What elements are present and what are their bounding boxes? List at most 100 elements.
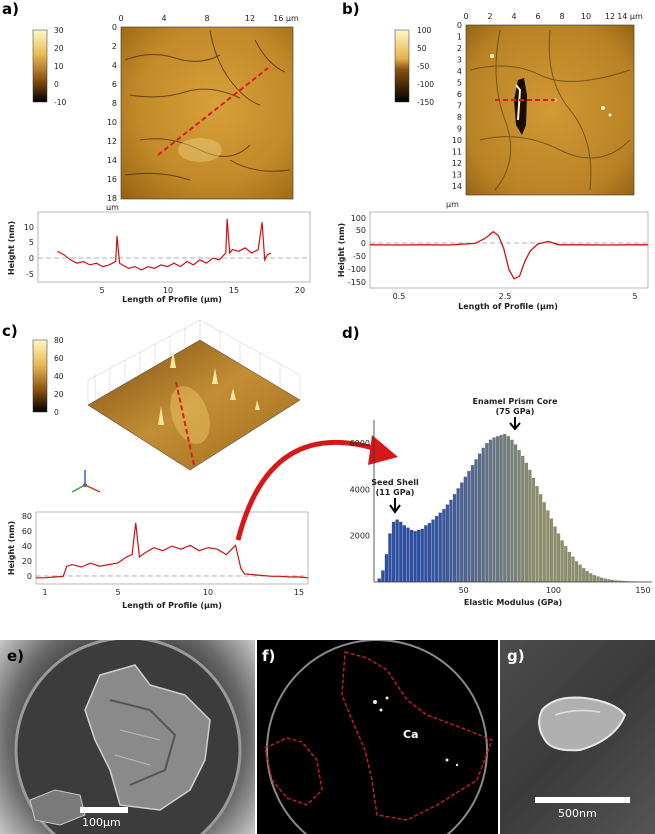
- histogram-bar: [560, 540, 564, 582]
- histogram-bar: [391, 521, 396, 582]
- sem-image-e: e) 100µm: [0, 640, 255, 834]
- histogram-bar: [460, 482, 464, 582]
- svg-text:50: 50: [417, 44, 427, 53]
- histogram-bar: [617, 580, 622, 582]
- histogram-bar: [424, 525, 428, 582]
- profile-b-xlabel: Length of Profile (µm): [458, 302, 558, 311]
- histogram-bar: [478, 453, 482, 582]
- profile-a-line: [57, 218, 272, 271]
- histogram-bar: [413, 531, 417, 582]
- profile-c-xticks: 1 5 10 15: [42, 588, 304, 597]
- svg-text:6: 6: [112, 80, 117, 89]
- svg-text:-100: -100: [348, 265, 366, 274]
- histogram-xlabel: Elastic Modulus (GPa): [464, 598, 562, 607]
- histogram-bar: [402, 525, 406, 582]
- histogram-bar: [564, 546, 568, 582]
- svg-text:8: 8: [112, 99, 117, 108]
- histogram-bar: [435, 516, 439, 582]
- profile-chart-a: Height (nm) Length of Profile (µm) 10 5 …: [7, 211, 311, 304]
- eds-map-f: f) Ca: [257, 640, 498, 834]
- profile-a-ylabel: Height (nm): [7, 221, 16, 275]
- svg-text:12: 12: [107, 137, 117, 146]
- profile-a-xlabel: Length of Profile (µm): [122, 295, 222, 304]
- element-label-f: Ca: [403, 728, 419, 741]
- histogram-bar: [474, 459, 478, 582]
- histogram-bar: [567, 551, 571, 582]
- svg-text:15: 15: [229, 286, 239, 295]
- annotation-shell-line1: Seed Shell: [371, 478, 419, 487]
- svg-text:50: 50: [356, 226, 366, 235]
- svg-text:10: 10: [24, 223, 34, 232]
- histogram-bar: [381, 570, 385, 582]
- histogram-bar: [388, 533, 392, 582]
- scalebar-label-g: 500nm: [558, 807, 597, 820]
- afm-b-top-ticks: 0 2 4 6 8 10 12 14 µm: [463, 12, 643, 21]
- histogram-bar: [571, 556, 575, 582]
- svg-text:20: 20: [54, 44, 64, 53]
- svg-text:13: 13: [452, 171, 462, 180]
- panel-label-a: a): [2, 0, 19, 18]
- profile-chart-b: Height (nm) Length of Profile (µm) 100 5…: [337, 211, 649, 311]
- profile-b-xticks: 0.5 2.5 5: [393, 292, 638, 301]
- histogram-bar: [589, 573, 593, 582]
- histogram-bar: [456, 488, 460, 582]
- histogram-bar: [384, 554, 389, 582]
- histogram-bar: [585, 570, 589, 582]
- svg-text:2: 2: [487, 12, 492, 21]
- svg-text:2: 2: [457, 44, 462, 53]
- profile-a-xticks: 5 10 15 20: [99, 286, 305, 295]
- histogram-bar: [578, 564, 582, 582]
- histogram-bar: [513, 444, 518, 582]
- afm-a-unit: µm: [106, 203, 119, 210]
- histogram-bar: [506, 436, 510, 582]
- afm-a-top-ticks: 0 4 8 12 16 µm: [118, 14, 299, 23]
- afm-a-left-ticks: 0 2 4 6 8 10 12 14 16 18: [107, 23, 117, 203]
- colorbar-c-ticks: 80 60 40 20 0: [54, 336, 64, 417]
- histogram-bar: [445, 504, 449, 582]
- histogram-bar: [592, 575, 597, 582]
- histogram-bar: [481, 447, 485, 582]
- pit-b: [514, 78, 527, 135]
- histogram-bar: [610, 579, 614, 582]
- svg-text:16: 16: [107, 175, 117, 184]
- histogram-bars: [377, 433, 650, 582]
- svg-text:10: 10: [203, 588, 213, 597]
- svg-text:20: 20: [54, 390, 64, 399]
- histogram-bar: [488, 439, 493, 582]
- svg-text:80: 80: [22, 512, 32, 521]
- histogram-chart-d: 2000 4000 6000 50 100 150 Elastic Modulus (G…: [350, 397, 652, 607]
- svg-text:16 µm: 16 µm: [273, 14, 299, 23]
- svg-text:-50: -50: [353, 252, 366, 261]
- panel-label-f: f): [262, 647, 276, 665]
- histogram-bar: [503, 433, 507, 582]
- svg-text:1: 1: [457, 33, 462, 42]
- svg-text:4: 4: [112, 61, 117, 70]
- profile-c-yticks: 80 60 40 20 0: [22, 512, 32, 581]
- histogram-bar: [603, 578, 607, 582]
- histogram-bar: [395, 519, 399, 582]
- svg-text:60: 60: [22, 527, 32, 536]
- histogram-bar: [406, 527, 410, 582]
- profile-c-line: [36, 522, 309, 579]
- histogram-bar: [496, 436, 500, 582]
- svg-text:0: 0: [54, 80, 59, 89]
- histogram-ytick: 6000: [350, 439, 370, 448]
- svg-text:5: 5: [115, 588, 120, 597]
- svg-text:-5: -5: [26, 270, 34, 279]
- svg-text:100: 100: [351, 214, 366, 223]
- histogram-bar: [485, 443, 489, 582]
- annotation-shell-arrow-icon: [389, 498, 401, 514]
- svg-text:2: 2: [112, 42, 117, 51]
- svg-text:9: 9: [457, 125, 462, 134]
- histogram-bar: [528, 469, 532, 582]
- histogram-bar: [535, 486, 539, 582]
- svg-text:0: 0: [54, 408, 59, 417]
- svg-text:0: 0: [29, 254, 34, 263]
- afm-b-unit: µm: [446, 200, 459, 209]
- svg-text:-150: -150: [348, 278, 366, 287]
- svg-text:5: 5: [632, 292, 637, 301]
- profile-line-a: [157, 67, 269, 156]
- annotation-shell-line2: (11 GPa): [376, 488, 415, 497]
- svg-text:-100: -100: [417, 80, 434, 89]
- histogram-xtick: 100: [546, 586, 561, 595]
